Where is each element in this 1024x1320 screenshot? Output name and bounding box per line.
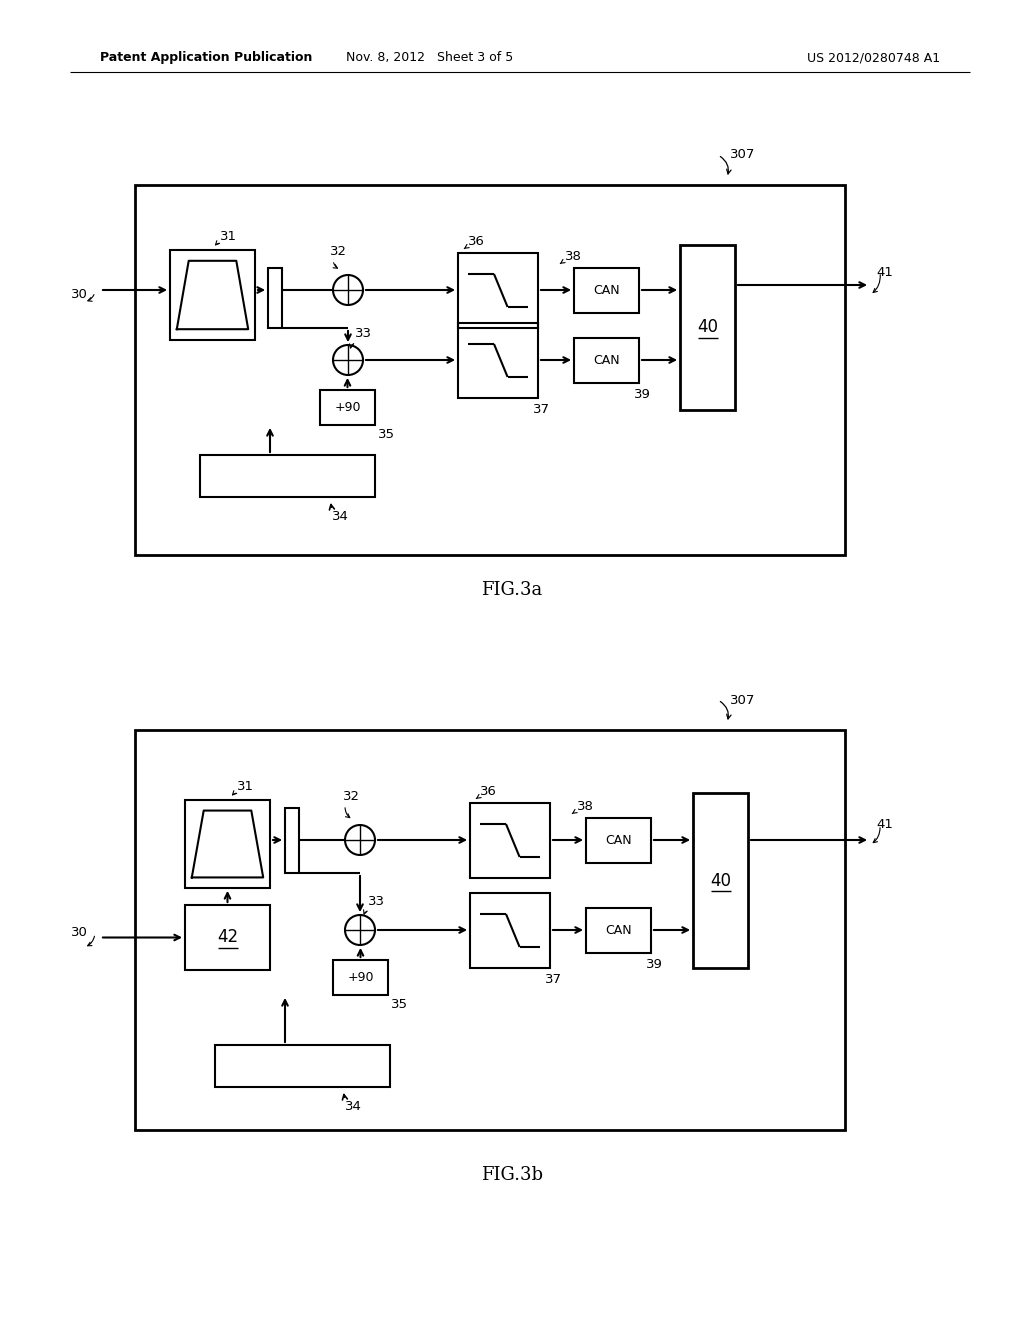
Text: 41: 41	[876, 818, 893, 832]
Bar	[215, 1045, 390, 1086]
Bar	[470, 803, 550, 878]
Text: 37: 37	[545, 973, 562, 986]
Text: Nov. 8, 2012   Sheet 3 of 5: Nov. 8, 2012 Sheet 3 of 5	[346, 51, 514, 65]
Bar	[268, 268, 282, 327]
Bar	[586, 908, 651, 953]
Text: 35: 35	[391, 998, 408, 1011]
Text: US 2012/0280748 A1: US 2012/0280748 A1	[807, 51, 940, 65]
Text: 39: 39	[646, 958, 663, 972]
Text: CAN: CAN	[605, 924, 632, 937]
Bar	[574, 338, 639, 383]
Text: 30: 30	[71, 927, 88, 939]
Text: FIG.3a: FIG.3a	[481, 581, 543, 599]
Text: 40: 40	[710, 871, 731, 890]
Text: 38: 38	[577, 800, 594, 813]
Text: 307: 307	[730, 149, 756, 161]
Text: 34: 34	[332, 510, 349, 523]
Bar	[693, 793, 748, 968]
Bar	[285, 808, 299, 873]
Text: 33: 33	[368, 895, 385, 908]
Bar	[458, 323, 538, 399]
Text: 31: 31	[237, 780, 254, 793]
Bar	[200, 455, 375, 498]
Text: 40: 40	[697, 318, 718, 337]
Text: 31: 31	[220, 230, 237, 243]
Text: +90: +90	[334, 401, 360, 414]
Text: Patent Application Publication: Patent Application Publication	[100, 51, 312, 65]
Bar	[586, 818, 651, 863]
Text: FIG.3b: FIG.3b	[481, 1166, 543, 1184]
Bar	[333, 960, 388, 995]
Text: 34: 34	[345, 1100, 361, 1113]
Text: 36: 36	[468, 235, 485, 248]
Text: +90: +90	[347, 972, 374, 983]
Text: 30: 30	[71, 289, 88, 301]
Bar	[574, 268, 639, 313]
Bar	[135, 730, 845, 1130]
Text: 36: 36	[480, 785, 497, 799]
Text: 39: 39	[634, 388, 651, 401]
Bar	[458, 253, 538, 327]
Text: 307: 307	[730, 693, 756, 706]
Text: 33: 33	[355, 327, 372, 341]
Text: 42: 42	[217, 928, 238, 946]
Text: 38: 38	[565, 249, 582, 263]
Bar	[470, 894, 550, 968]
Text: CAN: CAN	[605, 834, 632, 847]
Bar	[135, 185, 845, 554]
Text: 35: 35	[378, 428, 395, 441]
Bar	[185, 800, 270, 888]
Bar	[185, 906, 270, 970]
Bar	[680, 246, 735, 411]
Text: CAN: CAN	[593, 284, 620, 297]
Text: 41: 41	[876, 265, 893, 279]
Text: 37: 37	[534, 403, 550, 416]
Bar	[170, 249, 255, 341]
Bar	[319, 389, 375, 425]
Text: 32: 32	[343, 789, 360, 803]
Text: 32: 32	[330, 246, 347, 257]
Text: CAN: CAN	[593, 354, 620, 367]
